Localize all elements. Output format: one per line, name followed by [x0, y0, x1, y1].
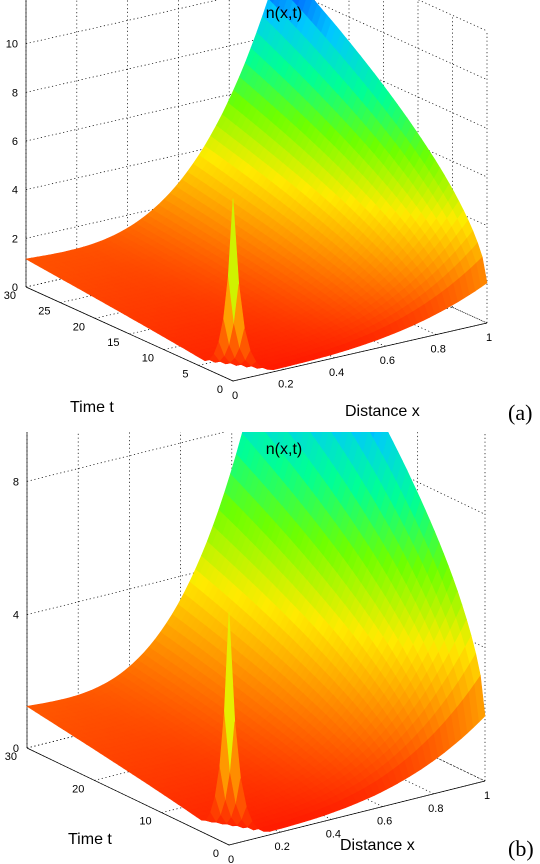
t-tick-label: 10 — [142, 353, 154, 365]
t-axis-line — [26, 747, 230, 846]
surface-patch — [241, 432, 249, 439]
x-axis-line — [232, 322, 488, 382]
side-wall-gridline — [312, 432, 486, 515]
t-tick-label: 10 — [139, 816, 151, 828]
side-wall-gridline — [282, 683, 486, 782]
surface-patch — [246, 432, 255, 445]
t-tick-label: 0 — [217, 384, 223, 396]
surface-patch — [272, 0, 281, 9]
t-tick-label: 30 — [4, 290, 16, 302]
z-tick-label: 8 — [12, 87, 18, 99]
x-tick-label: 0.6 — [377, 816, 392, 828]
x-tick-label: 1 — [484, 790, 490, 802]
surface-patch — [373, 432, 383, 448]
back-wall-gridline — [25, 0, 219, 45]
x-tick-label: 0.4 — [326, 828, 341, 840]
x-tick-label: 0.2 — [278, 378, 293, 390]
t-tick-label: 20 — [72, 783, 84, 795]
back-wall-gridline — [25, 33, 281, 93]
z-tick-label: 0 — [13, 743, 19, 755]
z-tick-label: 12 — [6, 0, 18, 2]
t-tick-label: 30 — [5, 751, 17, 763]
t-tick-label: 20 — [73, 321, 85, 333]
chart-title: n(x,t) — [266, 5, 302, 22]
surface-patch — [297, 0, 307, 12]
t-tick-label: 0 — [213, 848, 219, 860]
x-tick-label: 0.2 — [275, 841, 290, 853]
y-axis-label: Time t — [68, 831, 112, 848]
x-tick-label: 0.6 — [380, 355, 395, 367]
t-axis-line — [25, 286, 234, 382]
z-tick-label: 0 — [12, 282, 18, 294]
x-tick-label: 1 — [486, 332, 492, 344]
t-tick-label: 15 — [107, 337, 119, 349]
surface-patch — [314, 432, 323, 446]
z-tick-label: 10 — [6, 39, 18, 51]
z-tick-label: 2 — [12, 233, 18, 245]
y-axis-label: Time t — [70, 399, 114, 416]
surface-patch — [474, 674, 486, 723]
panel-label: (a) — [508, 400, 532, 425]
panel-label: (b) — [508, 836, 534, 861]
z-tick-label: 4 — [13, 610, 19, 622]
x-tick-label: 0.8 — [431, 344, 446, 356]
x-tick-label: 0 — [232, 390, 238, 402]
surface-patch — [476, 256, 488, 288]
chart-title: n(x,t) — [266, 441, 302, 458]
t-tick-label: 25 — [38, 306, 50, 318]
z-tick-label: 4 — [12, 185, 18, 197]
x-axis-label: Distance x — [340, 837, 415, 854]
x-axis-line — [228, 780, 486, 846]
x-tick-label: 0 — [228, 854, 234, 864]
t-tick-label: 5 — [182, 368, 188, 380]
x-axis-label: Distance x — [345, 403, 420, 420]
surface-patch — [353, 432, 363, 445]
z-tick-label: 6 — [12, 136, 18, 148]
z-tick-label: 8 — [13, 476, 19, 488]
x-tick-label: 0.4 — [329, 367, 344, 379]
surface-patch — [334, 432, 343, 445]
surface-patch — [270, 432, 280, 446]
x-tick-label: 0.8 — [428, 803, 443, 815]
